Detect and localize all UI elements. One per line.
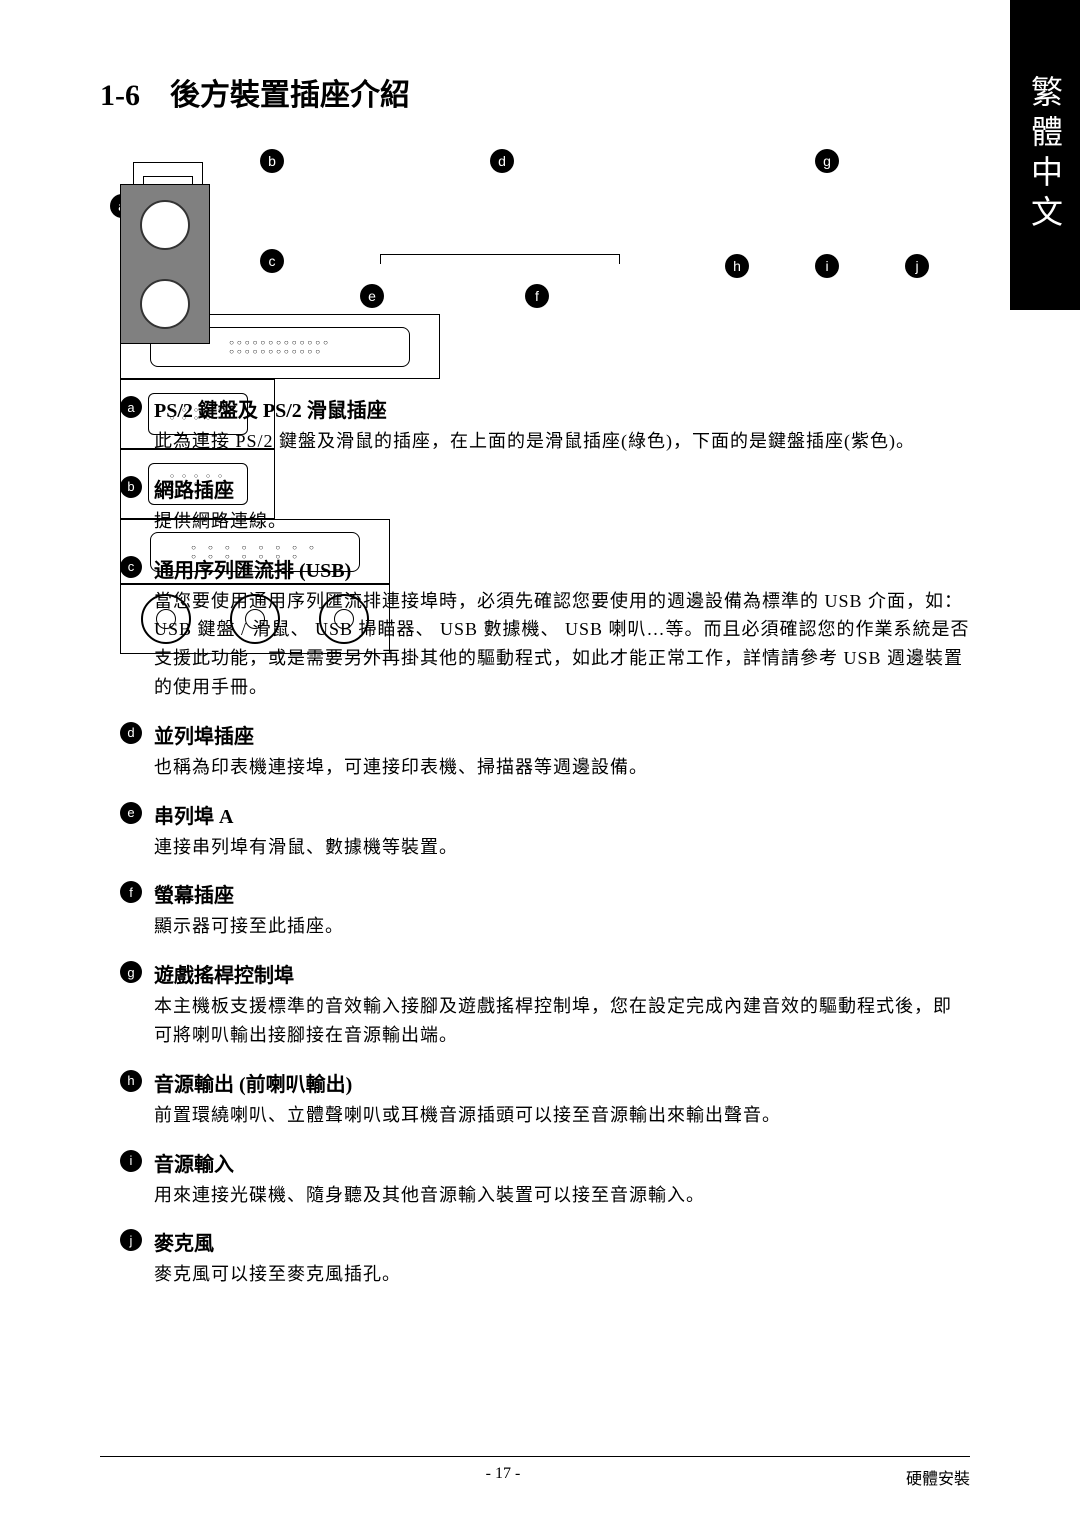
title-d: 並列埠插座 [154,720,970,749]
label-h: h [725,254,749,278]
text-i: 用來連接光碟機、隨身聽及其他音源輸入裝置可以接至音源輸入。 [154,1181,970,1210]
ps2-keyboard-port [140,279,190,329]
section-title-text: 後方裝置插座介紹 [170,79,410,112]
title-g: 遊戲搖桿控制埠 [154,959,970,988]
footer-right: 硬體安裝 [906,1465,970,1489]
bullet-e: e [120,802,142,824]
item-d: d 並列埠插座 也稱為印表機連接埠，可連接印表機、掃描器等週邊設備。 [120,720,970,782]
section-number: 1-6 [100,79,140,112]
text-d: 也稱為印表機連接埠，可連接印表機、掃描器等週邊設備。 [154,753,970,782]
text-j: 麥克風可以接至麥克風插孔。 [154,1260,970,1289]
rear-panel-diagram: a b c d e f g h i j ▭▭▭▭ ▭▭▭▭ ○○○○○○○○○○… [120,154,970,354]
label-i: i [815,254,839,278]
page-number: - 17 - [486,1465,521,1489]
bullet-d: d [120,722,142,744]
label-c: c [260,249,284,273]
text-f: 顯示器可接至此插座。 [154,912,970,941]
label-b: b [260,149,284,173]
item-h: h 音源輸出 (前喇叭輸出) 前置環繞喇叭、立體聲喇叭或耳機音源插頭可以接至音源… [120,1068,970,1130]
item-f: f 螢幕插座 顯示器可接至此插座。 [120,879,970,941]
bridge-line [380,254,620,264]
title-j: 麥克風 [154,1227,970,1256]
item-j: j 麥克風 麥克風可以接至麥克風插孔。 [120,1227,970,1289]
item-i: i 音源輸入 用來連接光碟機、隨身聽及其他音源輸入裝置可以接至音源輸入。 [120,1148,970,1210]
bullet-j: j [120,1229,142,1251]
text-e: 連接串列埠有滑鼠、數據機等裝置。 [154,833,970,862]
page-content: 1-6 後方裝置插座介紹 a b c d e f g h i j ▭▭▭▭ ▭▭… [0,0,1080,1289]
bullet-i: i [120,1150,142,1172]
title-h: 音源輸出 (前喇叭輸出) [154,1068,970,1097]
text-h: 前置環繞喇叭、立體聲喇叭或耳機音源插頭可以接至音源輸出來輸出聲音。 [154,1101,970,1130]
ps2-port-block [120,184,210,344]
serial-port-a: ○ ○ ○ ○ ○○ ○ ○ ○ [120,379,275,449]
mic-jack [319,594,369,644]
game-port: ○ ○ ○ ○ ○ ○ ○ ○○ ○ ○ ○ ○ ○ ○ [120,519,390,584]
side-tab: 繁體中文 [1010,0,1080,310]
text-a: 此為連接 PS/2 鍵盤及滑鼠的插座，在上面的是滑鼠插座(綠色)，下面的是鍵盤插… [154,427,970,456]
title-i: 音源輸入 [154,1148,970,1177]
audio-jacks-block [120,584,390,654]
section-heading: 1-6 後方裝置插座介紹 [100,70,970,114]
label-g: g [815,149,839,173]
bullet-h: h [120,1070,142,1092]
item-g: g 遊戲搖桿控制埠 本主機板支援標準的音效輸入接腳及遊戲搖桿控制埠，您在設定完成… [120,959,970,1050]
bullet-g: g [120,961,142,983]
text-g: 本主機板支援標準的音效輸入接腳及遊戲搖桿控制埠，您在設定完成內建音效的驅動程式後… [154,992,970,1050]
audio-in-jack [230,594,280,644]
bullet-f: f [120,881,142,903]
ps2-mouse-port [140,200,190,250]
vga-port: ○ ○ ○ ○ ○○ ○ ○ ○ ○○ ○ ○ ○ ○ [120,449,275,519]
audio-out-jack [141,594,191,644]
label-f: f [525,284,549,308]
item-e: e 串列埠 A 連接串列埠有滑鼠、數據機等裝置。 [120,800,970,862]
title-b: 網路插座 [154,474,970,503]
page-footer: - 17 - 硬體安裝 [100,1456,970,1489]
label-e: e [360,284,384,308]
title-e: 串列埠 A [154,800,970,829]
title-a: PS/2 鍵盤及 PS/2 滑鼠插座 [154,394,970,423]
title-f: 螢幕插座 [154,879,970,908]
label-d: d [490,149,514,173]
label-j: j [905,254,929,278]
